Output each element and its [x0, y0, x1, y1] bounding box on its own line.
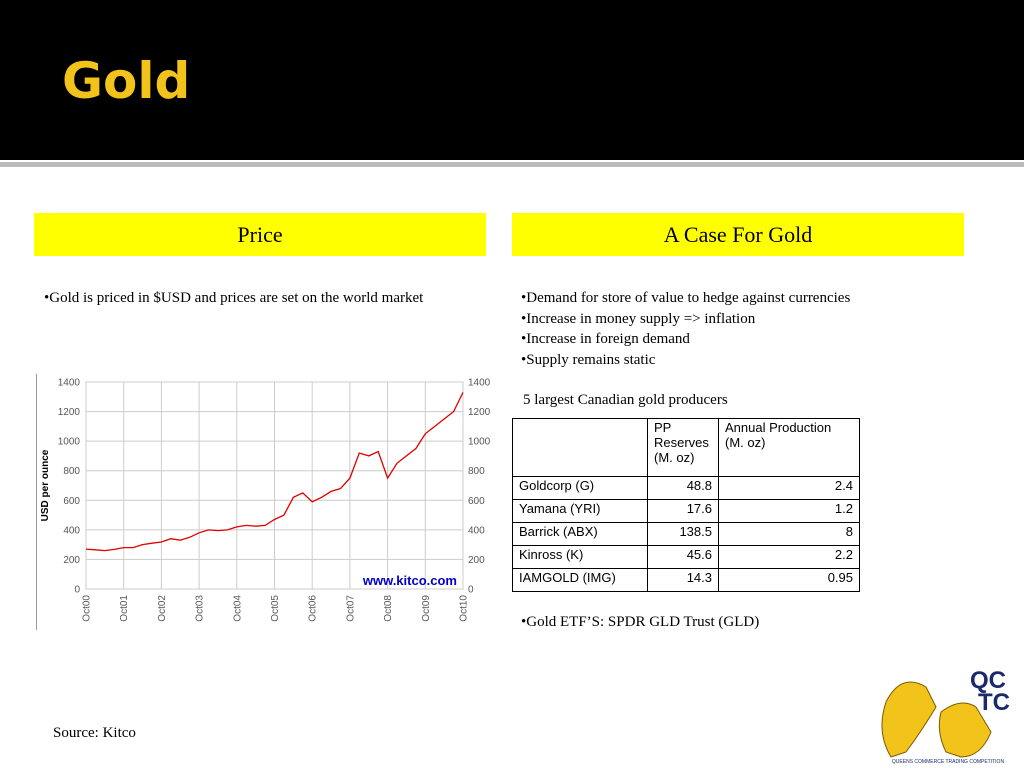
cell: 2.4 — [718, 476, 860, 500]
header-cell: Annual Production (M. oz) — [718, 418, 860, 477]
cell: Barrick (ABX) — [512, 522, 648, 546]
table-row: Kinross (K) 45.6 2.2 — [512, 545, 860, 569]
table-row: Goldcorp (G) 48.8 2.4 — [512, 476, 860, 500]
bullet-list: •Demand for store of value to hedge agai… — [521, 288, 961, 370]
x-tick-label: Oct00 — [82, 595, 93, 622]
cell: 14.3 — [647, 568, 719, 592]
bullet: •Gold is priced in $USD and prices are s… — [44, 290, 424, 306]
price-line — [85, 392, 464, 552]
bullet: •Increase in money supply => inflation — [521, 310, 756, 327]
x-tick-label: Oct03 — [195, 595, 206, 622]
bullet: •Increase in foreign demand — [521, 331, 690, 347]
section-heading: A Case For Gold — [512, 213, 964, 256]
y-tick-label: 0 — [74, 585, 80, 596]
y-tick-label: 1200 — [468, 407, 491, 418]
cell: Kinross (K) — [512, 545, 648, 569]
x-tick-label: Oct08 — [383, 595, 394, 622]
table-row: IAMGOLD (IMG) 14.3 0.95 — [512, 568, 860, 592]
x-tick-label: Oct04 — [232, 595, 243, 622]
y-tick-label: 800 — [468, 466, 485, 477]
y-tick-label: 800 — [63, 466, 80, 477]
cell: 45.6 — [647, 545, 719, 569]
bullet: •Demand for store of value to hedge agai… — [521, 290, 851, 306]
table-row: Yamana (YRI) 17.6 1.2 — [512, 499, 860, 523]
y-tick-label: 1400 — [468, 378, 491, 389]
border — [36, 374, 37, 630]
y-tick-label: 1000 — [468, 437, 491, 448]
y-tick-label: 1000 — [58, 437, 81, 448]
watermark: www.kitco.com — [362, 573, 457, 588]
cell — [512, 418, 648, 477]
y-tick-label: 200 — [468, 555, 485, 566]
x-tick-label: Oct07 — [345, 595, 356, 622]
cell: 138.5 — [647, 522, 719, 546]
y-axis-label: USD per ounce — [40, 449, 51, 521]
bear-icon — [938, 702, 992, 758]
x-tick-label: Oct05 — [270, 595, 281, 622]
header-band — [0, 0, 1024, 160]
logo-text: QC — [970, 667, 1006, 694]
bullet: •Gold ETF’S: SPDR GLD Trust (GLD) — [521, 614, 760, 630]
logo: QC TC QUEENS COMMERCE TRADING COMPETITIO… — [881, 667, 1010, 765]
bull-icon — [881, 681, 937, 758]
cell: Yamana (YRI) — [512, 499, 648, 523]
x-tick-label: Oct10 — [459, 595, 470, 622]
cell: 8 — [718, 522, 860, 546]
x-tick-label: Oct06 — [308, 595, 319, 622]
y-tick-label: 600 — [468, 496, 485, 507]
x-tick-label: Oct01 — [119, 595, 130, 622]
cell: Goldcorp (G) — [512, 476, 648, 500]
cell: 48.8 — [647, 476, 719, 500]
cell: IAMGOLD (IMG) — [512, 568, 648, 592]
logo-caption: QUEENS COMMERCE TRADING COMPETITION — [892, 759, 1005, 765]
producers-table: PP Reserves (M. oz) Annual Production (M… — [512, 418, 860, 592]
cell: 2.2 — [718, 545, 860, 569]
divider — [0, 162, 1024, 167]
cell: 0.95 — [718, 568, 860, 592]
y-tick-label: 1400 — [58, 378, 81, 389]
slide-title: Gold — [62, 52, 191, 110]
cell: 17.6 — [647, 499, 719, 523]
bullet: •Supply remains static — [521, 351, 656, 368]
x-tick-label: Oct02 — [157, 595, 168, 622]
price-chart: 0 0 200 200 400 400 600 600 800 800 1000 1000 1200 12… — [40, 378, 491, 622]
x-tick-label: Oct09 — [421, 595, 432, 622]
y-tick-label: 200 — [63, 555, 80, 566]
y-tick-label: 400 — [468, 525, 485, 536]
source: Source: Kitco — [53, 725, 136, 741]
header-cell: PP Reserves (M. oz) — [647, 418, 719, 477]
table-caption: 5 largest Canadian gold producers — [523, 392, 728, 408]
y-tick-label: 400 — [63, 525, 80, 536]
cell: 1.2 — [718, 499, 860, 523]
y-tick-label: 600 — [63, 496, 80, 507]
section-heading: Price — [34, 213, 486, 256]
y-tick-label: 0 — [468, 585, 474, 596]
logo-text: TC — [978, 689, 1010, 716]
y-tick-label: 1200 — [58, 407, 81, 418]
table-row: Barrick (ABX) 138.5 8 — [512, 522, 860, 546]
